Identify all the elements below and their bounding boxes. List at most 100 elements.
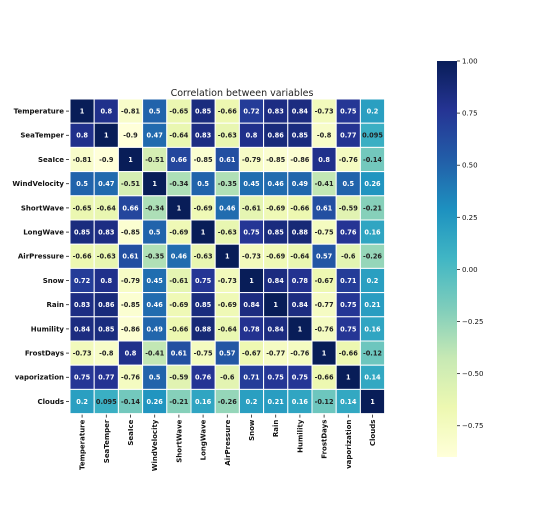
cell-value-label: 0.26 <box>147 398 164 406</box>
heatmap-cell <box>287 146 313 173</box>
cell-value-label: -0.76 <box>290 350 309 358</box>
cell-value-label: -0.67 <box>315 277 334 285</box>
heatmap-cell <box>263 195 289 221</box>
cell-value-label: 0.45 <box>243 180 260 188</box>
row-label: Humility <box>31 325 65 333</box>
colorbar-tick-label: −0.25 <box>462 318 483 326</box>
heatmap-cell <box>117 122 144 148</box>
cell-value-label: 0.8 <box>318 156 330 164</box>
cell-value-label: -0.63 <box>97 253 116 261</box>
cell-value-label: -0.81 <box>73 156 92 164</box>
heatmap-cell <box>263 122 289 148</box>
heatmap-cell <box>214 171 240 197</box>
cell-value-label: 0.85 <box>195 301 212 309</box>
column-label: vaporization <box>345 420 353 469</box>
heatmap-cell <box>69 243 95 269</box>
heatmap-cell <box>69 219 95 245</box>
cell-value-label: 0.14 <box>340 398 357 406</box>
cell-value-label: 0.2 <box>367 108 379 116</box>
heatmap-cell <box>166 388 192 415</box>
heatmap-cell <box>214 195 240 221</box>
cell-value-label: -0.66 <box>218 108 237 116</box>
cell-value-label: 0.84 <box>268 277 285 285</box>
cell-value-label: 0.45 <box>147 277 164 285</box>
cell-value-label: 0.75 <box>340 301 357 309</box>
cell-value-label: -0.12 <box>315 398 334 406</box>
cell-value-label: 1 <box>225 253 230 261</box>
cell-value-label: -0.64 <box>218 325 237 333</box>
cell-value-label: 0.46 <box>268 180 285 188</box>
cell-value-label: 0.72 <box>74 277 91 285</box>
row-label: SeaIce <box>38 156 64 164</box>
cell-value-label: 0.47 <box>98 180 115 188</box>
cell-value-label: 1 <box>177 204 182 212</box>
cell-value-label: -0.35 <box>145 253 164 261</box>
cell-value-label: 0.14 <box>364 374 381 382</box>
cell-value-label: -0.34 <box>169 180 188 188</box>
column-label: SeaTemper <box>103 419 111 463</box>
colorbar-tick-label: 0.25 <box>462 214 478 222</box>
cell-value-label: -0.86 <box>121 325 140 333</box>
cell-value-label: 0.16 <box>364 325 381 333</box>
heatmap-cell <box>142 316 168 342</box>
colorbar-tick-label: 0.50 <box>462 162 478 170</box>
cell-value-label: -0.73 <box>315 108 334 116</box>
heatmap-cell <box>311 292 337 318</box>
cell-value-label: 0.83 <box>74 301 91 309</box>
cell-value-label: 1 <box>273 301 278 309</box>
heatmap-cell <box>142 340 168 366</box>
cell-value-label: -0.76 <box>315 325 334 333</box>
cell-value-label: 0.47 <box>147 132 164 140</box>
heatmap-cell <box>190 388 216 415</box>
cell-value-label: 0.76 <box>340 229 357 237</box>
heatmap-cell <box>69 340 95 366</box>
heatmap-cell <box>214 243 240 269</box>
cell-value-label: -0.77 <box>315 301 334 309</box>
cell-value-label: -0.61 <box>242 204 261 212</box>
cell-value-label: -0.85 <box>121 301 140 309</box>
cell-value-label: -0.61 <box>169 277 188 285</box>
heatmap-cell <box>190 122 216 148</box>
cell-value-label: 1 <box>370 398 375 406</box>
cell-value-label: 1 <box>298 325 303 333</box>
heatmap-cell <box>214 219 240 245</box>
cell-value-label: 0.76 <box>195 374 212 382</box>
heatmap-cell <box>263 219 289 245</box>
cell-value-label: -0.81 <box>121 108 140 116</box>
cell-value-label: 0.66 <box>171 156 188 164</box>
heatmap-cell <box>93 364 119 390</box>
column-label: FrostDays <box>321 420 329 459</box>
cell-value-label: 0.85 <box>98 325 115 333</box>
cell-value-label: 0.77 <box>340 132 357 140</box>
cell-value-label: 0.71 <box>340 277 357 285</box>
cell-value-label: -0.41 <box>315 180 334 188</box>
cell-value-label: 0.88 <box>195 325 212 333</box>
heatmap-cell <box>117 146 144 173</box>
cell-value-label: -0.14 <box>363 156 382 164</box>
column-label: Clouds <box>369 420 377 447</box>
cell-value-label: -0.59 <box>339 204 358 212</box>
heatmap-cell <box>311 243 337 269</box>
heatmap-cell <box>214 267 240 294</box>
cell-value-label: -0.69 <box>266 204 285 212</box>
cell-value-label: 0.21 <box>268 398 285 406</box>
heatmap-cell <box>287 219 313 245</box>
heatmap-cell <box>287 388 313 415</box>
cell-value-label: -0.73 <box>218 277 237 285</box>
cell-value-label: -0.77 <box>266 350 285 358</box>
colorbar-tick-label: −0.50 <box>462 370 483 378</box>
cell-value-label: -0.41 <box>145 350 164 358</box>
colorbar: 1.00 0.75 0.50 0.25 0.00 −0.25 −0.50 −0.75 <box>437 58 483 457</box>
cell-value-label: 0.5 <box>76 180 88 188</box>
row-label: AirPressure <box>18 253 64 261</box>
cell-value-label: 0.75 <box>292 374 309 382</box>
heatmap-cell <box>311 267 337 294</box>
heatmap-cell <box>359 388 386 415</box>
cell-value-label: -0.8 <box>317 132 332 140</box>
heatmap-cell <box>335 316 361 342</box>
cell-value-label: -0.69 <box>266 253 285 261</box>
cell-value-label: -0.66 <box>169 325 188 333</box>
heatmap-cell <box>117 243 144 269</box>
cell-value-label: -0.85 <box>266 156 285 164</box>
cell-value-label: 0.86 <box>268 132 285 140</box>
